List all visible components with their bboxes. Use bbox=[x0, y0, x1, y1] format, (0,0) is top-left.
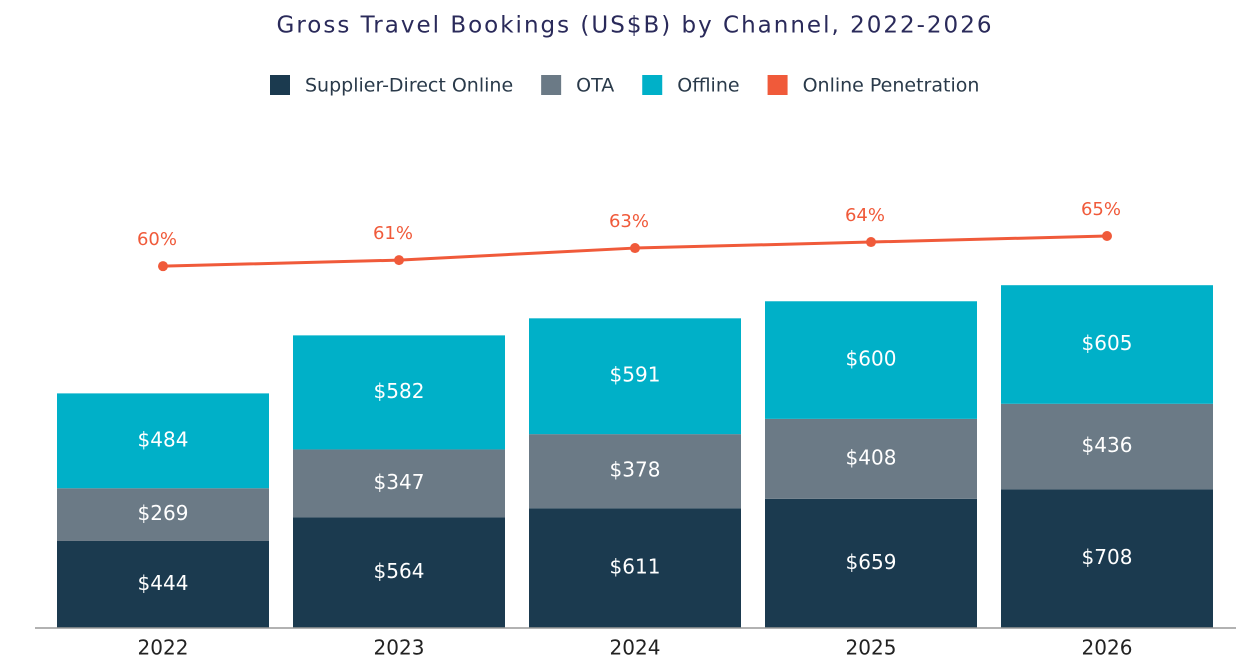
bar-segment bbox=[765, 498, 977, 628]
data-label: $659 bbox=[846, 550, 897, 574]
data-label: $408 bbox=[846, 445, 897, 469]
data-label: $436 bbox=[1082, 433, 1133, 457]
bar-segment bbox=[57, 488, 269, 541]
legend-label: Online Penetration bbox=[803, 75, 980, 97]
bar-segment bbox=[529, 508, 741, 628]
data-label: $582 bbox=[374, 379, 425, 403]
data-label: 64% bbox=[845, 205, 885, 226]
legend-swatch bbox=[541, 75, 562, 95]
bar-segment bbox=[765, 301, 977, 419]
legend-swatch bbox=[767, 75, 788, 95]
bar-segment bbox=[293, 335, 505, 450]
data-label: $378 bbox=[610, 458, 661, 482]
data-label: 60% bbox=[137, 229, 177, 250]
data-label: $444 bbox=[138, 571, 189, 595]
bar-segment bbox=[529, 434, 741, 509]
line-point bbox=[630, 243, 640, 254]
data-label: $611 bbox=[610, 555, 661, 579]
bar-segment bbox=[1001, 285, 1213, 404]
data-label: $347 bbox=[374, 470, 425, 494]
data-label: $269 bbox=[138, 501, 189, 525]
line-point bbox=[394, 255, 404, 266]
x-tick-label: 2026 bbox=[1082, 636, 1133, 659]
legend-label: Offline bbox=[677, 75, 739, 97]
data-label: 65% bbox=[1081, 199, 1121, 220]
legend-swatch bbox=[270, 75, 290, 95]
data-label: $484 bbox=[138, 427, 189, 451]
bar-segment bbox=[1001, 489, 1213, 628]
x-tick-label: 2022 bbox=[138, 636, 189, 659]
data-label: $591 bbox=[610, 363, 661, 387]
data-label: $605 bbox=[1082, 331, 1133, 355]
bar-segment bbox=[765, 418, 977, 499]
legend-label: OTA bbox=[576, 75, 614, 97]
bar-segment bbox=[1001, 403, 1213, 490]
bar-segment bbox=[293, 517, 505, 628]
x-tick-label: 2023 bbox=[374, 636, 425, 659]
bar-segment bbox=[529, 318, 741, 435]
x-tick-label: 2025 bbox=[846, 636, 897, 659]
bar-segment bbox=[57, 393, 269, 489]
data-label: 63% bbox=[609, 211, 649, 232]
line-point bbox=[158, 261, 168, 272]
chart-title: Gross Travel Bookings (US$B) by Channel,… bbox=[277, 13, 994, 39]
bar-segment bbox=[57, 540, 269, 628]
bar-segment bbox=[293, 449, 505, 518]
data-label: $564 bbox=[374, 559, 425, 583]
x-tick-label: 2024 bbox=[610, 636, 661, 659]
line-point bbox=[866, 237, 876, 248]
data-label: $708 bbox=[1082, 545, 1133, 569]
data-label: $600 bbox=[846, 347, 897, 371]
legend-label: Supplier-Direct Online bbox=[305, 75, 513, 97]
legend-swatch bbox=[642, 75, 663, 95]
line-point bbox=[1102, 231, 1112, 241]
data-label: 61% bbox=[373, 223, 413, 244]
